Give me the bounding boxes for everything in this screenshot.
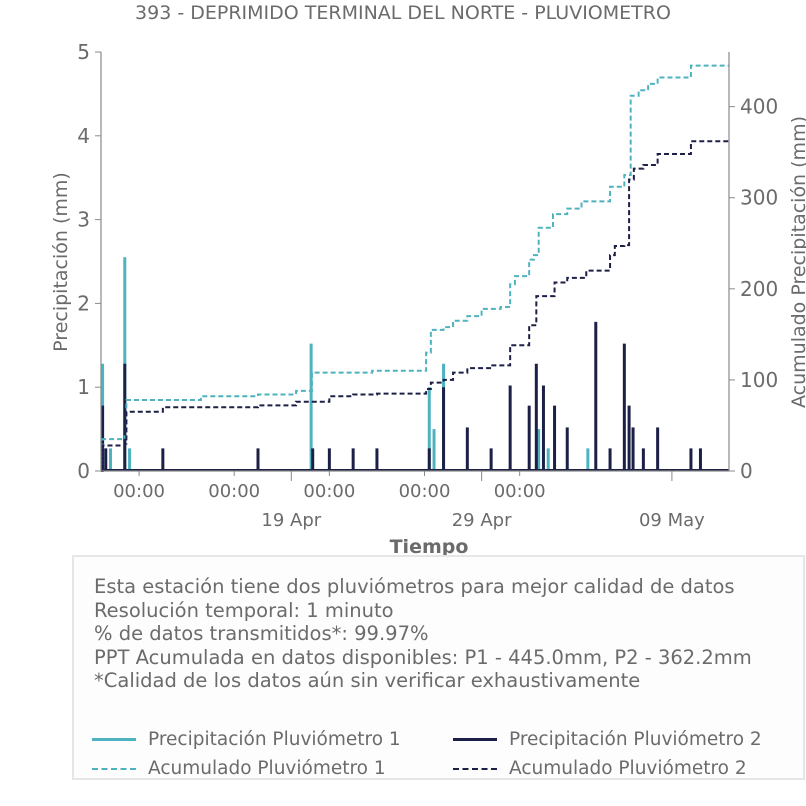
legend-item-p2-precip: Precipitación Pluviómetro 2	[453, 729, 762, 750]
y-left-tick-label-2: 2	[77, 291, 90, 315]
y-right-tick-label-2: 200	[740, 277, 778, 301]
cumulative-line-p1	[101, 64, 729, 472]
cumulative-lines	[101, 64, 729, 472]
x-time-label-1: 00:00	[208, 481, 260, 502]
axis-labels: 0 1 2 3 4 5 0 100 200 300 400 00:00 00:00 00:00 00:00 0…	[50, 40, 806, 558]
y-left-tick-label-3: 3	[77, 208, 90, 232]
info-text: Esta estación tiene dos pluviómetros par…	[94, 575, 752, 693]
chart-title: 393 - DEPRIMIDO TERMINAL DEL NORTE - PLU…	[135, 2, 671, 24]
y-axis-left-title: Precipitación (mm)	[50, 172, 72, 352]
legend-item-p1-precip: Precipitación Pluviómetro 1	[92, 729, 401, 750]
legend-swatch-p2-precip	[453, 738, 497, 741]
y-right-tick-label-4: 400	[740, 95, 778, 119]
info-line-accumulated: PPT Acumulada en datos disponibles: P1 -…	[94, 645, 752, 669]
legend-label-p1-precip: Precipitación Pluviómetro 1	[148, 729, 401, 750]
series-p2-precip	[101, 321, 729, 471]
x-date-label-2: 09 May	[639, 510, 705, 531]
y-left-tick-label-5: 5	[77, 40, 90, 64]
y-right-tick-label-1: 100	[740, 368, 778, 392]
axes	[95, 51, 735, 481]
legend-swatch-p1-cum	[92, 767, 136, 770]
y-axis-right-title: Acumulado Precipitación (mm)	[788, 116, 806, 408]
x-date-label-0: 19 Apr	[261, 510, 321, 531]
legend-label-p2-cum: Acumulado Pluviómetro 2	[509, 758, 747, 779]
legend-label-p1-cum: Acumulado Pluviómetro 1	[148, 758, 386, 779]
precipitation-chart: 0 1 2 3 4 5 0 100 200 300 400 00:00 00:00 00:00 00:00 0…	[50, 40, 806, 558]
y-right-tick-label-3: 300	[740, 186, 778, 210]
y-left-tick-label-1: 1	[77, 375, 90, 399]
legend-label-p2-precip: Precipitación Pluviómetro 2	[509, 729, 762, 750]
info-box: Esta estación tiene dos pluviómetros par…	[72, 555, 805, 780]
legend-item-p1-cum: Acumulado Pluviómetro 1	[92, 758, 386, 779]
info-line-stations: Esta estación tiene dos pluviómetros par…	[94, 575, 735, 598]
legend-item-p2-cum: Acumulado Pluviómetro 2	[453, 758, 747, 779]
cumulative-line-p2	[101, 140, 729, 472]
y-left-tick-label-4: 4	[77, 124, 90, 148]
x-time-label-4: 00:00	[494, 481, 546, 502]
info-line-quality: *Calidad de los datos aún sin verificar …	[94, 669, 641, 692]
x-axis-title: Tiempo	[390, 536, 469, 558]
x-date-label-1: 29 Apr	[452, 510, 512, 531]
info-line-resolution: Resolución temporal: 1 minuto	[94, 598, 394, 622]
x-time-label-0: 00:00	[113, 481, 165, 502]
info-line-transmitted: % de datos transmitidos*: 99.97%	[94, 622, 429, 645]
legend-swatch-p1-precip	[92, 738, 136, 741]
x-time-label-3: 00:00	[399, 481, 451, 502]
y-left-tick-label-0: 0	[77, 459, 90, 483]
x-time-label-2: 00:00	[303, 481, 355, 502]
y-right-tick-label-0: 0	[740, 459, 753, 483]
series-p1-precip	[101, 257, 590, 471]
legend-swatch-p2-cum	[453, 767, 497, 770]
